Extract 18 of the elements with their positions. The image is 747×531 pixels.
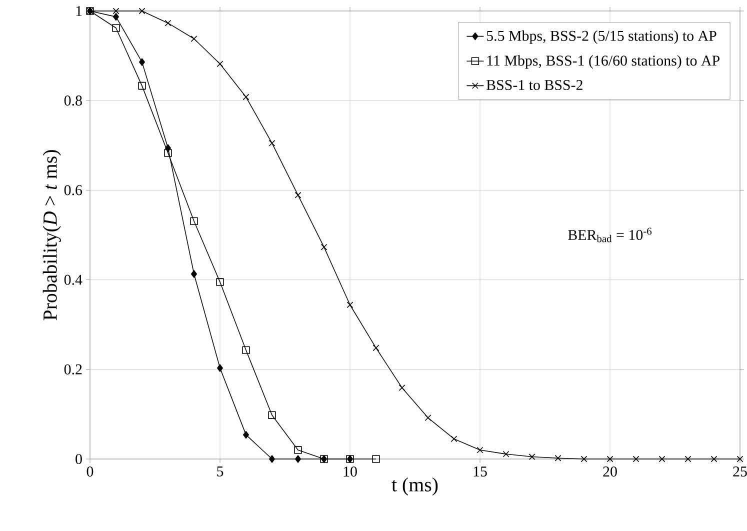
annotation: BER$_{bad}$ = 10$^{-6}$ bbox=[568, 228, 652, 242]
y-tick-label: 0.4 bbox=[64, 274, 82, 285]
x-axis-title: t (ms) bbox=[392, 477, 438, 496]
x-tick-label: 10 bbox=[344, 466, 357, 477]
y-tick-label: 0 bbox=[76, 454, 82, 464]
x-tick-label: 5 bbox=[217, 466, 224, 476]
x-tick-label: 15 bbox=[474, 466, 487, 477]
y-tick-label: 0.2 bbox=[64, 364, 82, 374]
y-tick-label: 1 bbox=[76, 6, 82, 16]
legend-label: 11 Mbps, BSS-1 (16/60 stations) to AP bbox=[487, 55, 720, 69]
y-tick-label: 0.6 bbox=[64, 185, 82, 196]
x-tick-label: 25 bbox=[733, 466, 747, 477]
y-axis-title: Probability(D > t ms) bbox=[42, 150, 61, 320]
y-tick-label: 0.8 bbox=[64, 96, 82, 106]
legend-label: BSS-1 to BSS-2 bbox=[486, 80, 582, 90]
x-tick-label: 0 bbox=[86, 466, 94, 477]
x-tick-label: 20 bbox=[603, 466, 617, 477]
legend-label: 5.5 Mbps, BSS-2 (5/15 stations) to AP bbox=[486, 30, 716, 44]
